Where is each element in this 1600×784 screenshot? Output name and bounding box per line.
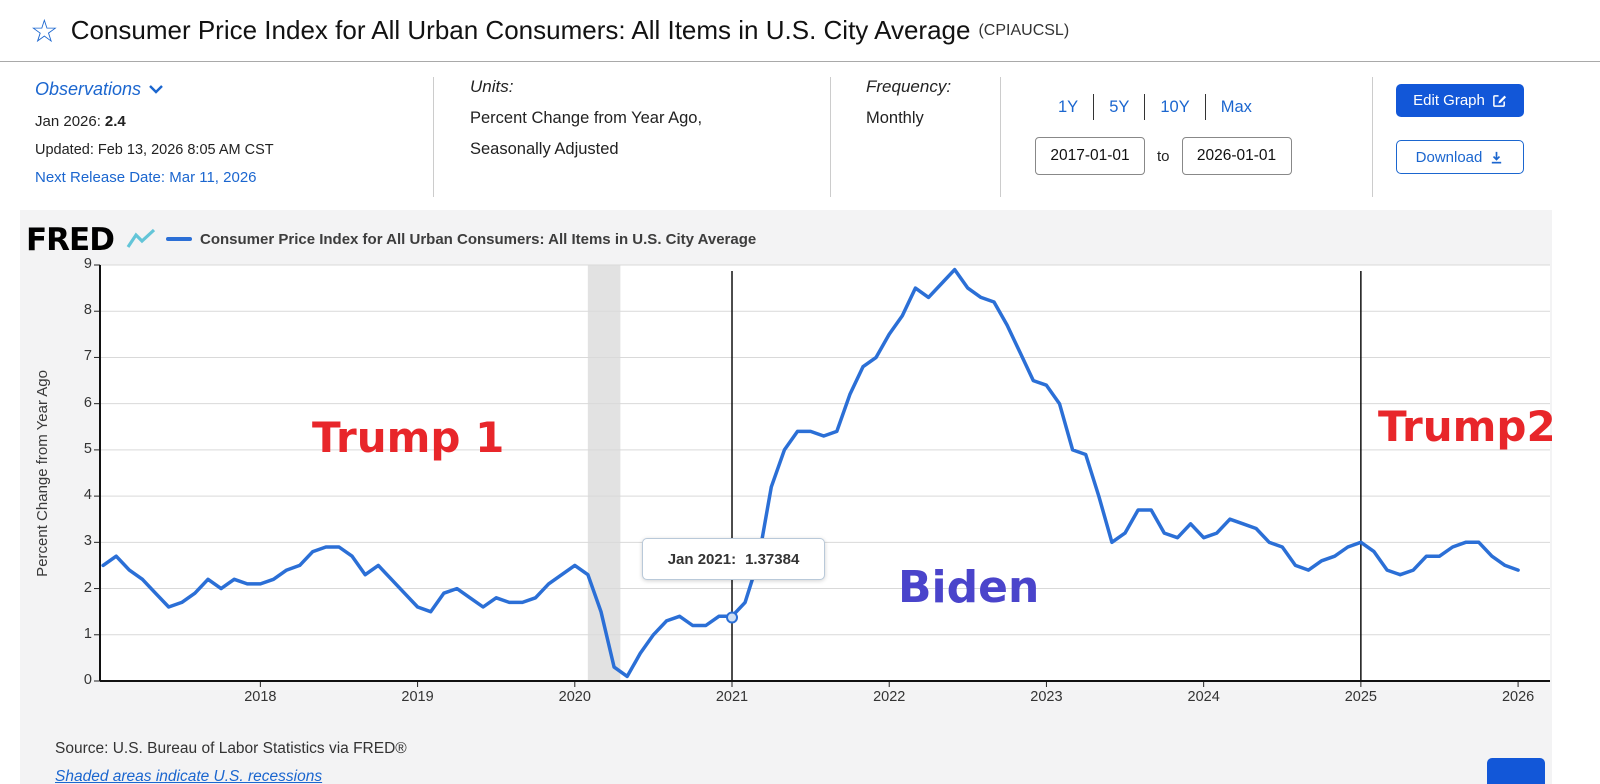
divider [1144, 94, 1146, 120]
y-axis-tick-label: 6 [83, 394, 92, 411]
download-label: Download [1415, 148, 1483, 166]
range-selector: 1Y 5Y 10Y Max [1058, 94, 1252, 120]
y-axis-tick-label: 4 [83, 487, 92, 504]
next-release-date: Next Release Date: Mar 11, 2026 [35, 169, 257, 186]
start-date-input[interactable] [1035, 137, 1145, 175]
chevron-down-icon [149, 85, 163, 94]
y-axis-tick-label: 8 [83, 302, 92, 319]
page-header: ☆ Consumer Price Index for All Urban Con… [0, 0, 1600, 62]
divider [1000, 77, 1001, 197]
legend-line-swatch [166, 237, 192, 241]
x-axis-tick-label: 2026 [1501, 689, 1535, 705]
frequency-value: Monthly [866, 109, 924, 127]
recessions-footnote-link[interactable]: Shaded areas indicate U.S. recessions [55, 768, 323, 784]
annotation-biden: Biden [898, 562, 1040, 613]
latest-observation: Jan 2026: 2.4 [35, 113, 126, 130]
edit-graph-label: Edit Graph [1413, 92, 1485, 109]
favorite-star-icon[interactable]: ☆ [30, 12, 59, 49]
latest-observation-label: Jan 2026: [35, 113, 101, 130]
divider [1093, 94, 1095, 120]
range-10y-button[interactable]: 10Y [1160, 97, 1190, 116]
y-axis-title: Percent Change from Year Ago [34, 369, 51, 577]
observations-dropdown[interactable]: Observations [35, 79, 163, 100]
end-date-input[interactable] [1181, 137, 1292, 175]
chart-plot-area[interactable]: 0 1 2 3 4 5 6 7 8 9 2018 2019 2020 2021 2022 2023 2024 2… [84, 256, 1550, 705]
download-icon [1492, 151, 1502, 163]
units-label: Units: [470, 77, 514, 96]
updated-timestamp: Updated: Feb 13, 2026 8:05 AM CST [35, 142, 274, 158]
x-axis-tick-label: 2025 [1344, 689, 1377, 705]
range-1y-button[interactable]: 1Y [1058, 97, 1079, 116]
x-axis-tick-label: 2023 [1030, 689, 1063, 705]
to-label: to [1157, 147, 1170, 165]
x-axis-tick-label: 2018 [244, 689, 277, 705]
y-axis-tick-label: 9 [83, 256, 92, 272]
x-axis-labels: 2018 2019 2020 2021 2022 2023 2024 2025 2026 [100, 689, 1550, 709]
legend-label: Consumer Price Index for All Urban Consu… [200, 231, 757, 248]
series-id: (CPIAUCSL) [978, 21, 1070, 39]
range-max-button[interactable]: Max [1220, 97, 1252, 116]
y-axis-labels: 0 1 2 3 4 5 6 7 8 9 [54, 256, 92, 688]
x-axis-tick-label: 2022 [873, 689, 906, 705]
units-value-line2: Seasonally Adjusted [470, 140, 619, 158]
x-axis-tick-label: 2024 [1187, 689, 1220, 705]
fred-logo[interactable]: FRED [26, 222, 115, 258]
divider [830, 77, 831, 197]
x-axis-tick-label: 2021 [715, 689, 749, 705]
data-tooltip: Jan 2021: 1.37384 [642, 538, 825, 580]
info-bar: Observations Jan 2026: 2.4 Updated: Feb 1… [0, 63, 1600, 210]
partial-floating-button[interactable] [1487, 758, 1545, 784]
range-5y-button[interactable]: 5Y [1109, 97, 1130, 116]
x-axis-tick-label: 2019 [401, 689, 434, 705]
y-axis-tick-label: 7 [83, 348, 92, 365]
units-value-line1: Percent Change from Year Ago, [470, 109, 703, 127]
y-axis-tick-label: 2 [83, 579, 92, 596]
tooltip-value: 1.37384 [745, 550, 800, 568]
y-axis-tick-label: 3 [83, 533, 92, 550]
y-axis-tick-label: 1 [83, 625, 92, 642]
edit-icon [1492, 95, 1506, 107]
y-axis-tick-label: 5 [83, 440, 92, 457]
annotation-trump2: Trump2 [1378, 402, 1552, 451]
chart-svg [94, 264, 1550, 687]
divider [1204, 94, 1206, 120]
page-title: Consumer Price Index for All Urban Consu… [70, 15, 971, 45]
divider [433, 77, 434, 197]
date-range-row: to [1035, 137, 1292, 175]
edit-graph-button[interactable]: Edit Graph [1396, 84, 1524, 117]
source-attribution: Source: U.S. Bureau of Labor Statistics … [55, 740, 407, 757]
x-axis-tick-label: 2020 [558, 689, 591, 705]
annotation-trump1: Trump 1 [312, 413, 505, 462]
latest-observation-value: 2.4 [104, 113, 126, 130]
divider [1372, 77, 1373, 197]
tooltip-date: Jan 2021: [667, 550, 737, 568]
chart-panel: FRED Consumer Price Index for All Urban … [20, 210, 1552, 784]
frequency-label: Frequency: [866, 77, 952, 96]
y-axis-tick-label: 0 [83, 672, 92, 688]
download-button[interactable]: Download [1396, 140, 1524, 174]
observations-label: Observations [35, 79, 142, 99]
fred-logo-chart-icon [126, 228, 156, 248]
